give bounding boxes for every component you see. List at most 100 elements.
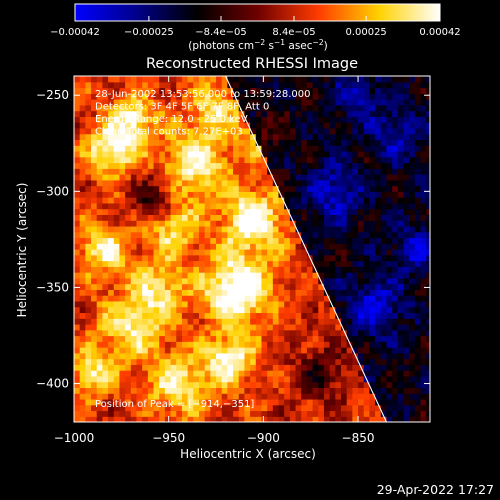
heatmap-cell	[102, 283, 109, 290]
heatmap-cell	[267, 416, 274, 422]
heatmap-cell	[335, 347, 342, 354]
heatmap-cell	[181, 139, 189, 146]
heatmap-cell	[176, 306, 183, 314]
heatmap-cell	[426, 295, 430, 302]
heatmap-cell	[85, 398, 92, 406]
heatmap-cell	[210, 410, 217, 417]
heatmap-cell	[380, 116, 388, 123]
heatmap-cell	[216, 156, 223, 164]
heatmap-cell	[255, 139, 263, 146]
heatmap-cell	[380, 197, 388, 204]
heatmap-cell	[233, 191, 240, 198]
heatmap-cell	[164, 410, 172, 417]
heatmap-cell	[198, 116, 206, 123]
heatmap-cell	[306, 150, 314, 158]
heatmap-cell	[261, 81, 268, 89]
heatmap-cell	[130, 318, 138, 325]
heatmap-cell	[238, 156, 246, 164]
heatmap-cell	[85, 370, 92, 377]
heatmap-cell	[142, 398, 149, 406]
heatmap-cell	[272, 249, 280, 256]
heatmap-cell	[369, 364, 376, 371]
heatmap-cell	[136, 116, 143, 123]
heatmap-cell	[306, 283, 314, 290]
heatmap-cell	[147, 133, 155, 141]
heatmap-cell	[198, 104, 206, 112]
heatmap-cell	[147, 202, 155, 210]
heatmap-cell	[272, 156, 280, 164]
heatmap-cell	[318, 249, 325, 256]
heatmap-cell	[142, 410, 149, 417]
heatmap-cell	[159, 375, 166, 383]
heatmap-cell	[204, 225, 211, 233]
heatmap-cell	[358, 341, 365, 348]
heatmap-cell	[386, 306, 393, 314]
heatmap-cell	[210, 393, 217, 400]
heatmap-cell	[420, 347, 427, 354]
heatmap-cell	[170, 272, 177, 279]
heatmap-cell	[159, 214, 166, 221]
heatmap-cell	[323, 110, 331, 117]
heatmap-cell	[176, 277, 183, 285]
heatmap-cell	[403, 341, 410, 348]
heatmap-cell	[250, 416, 257, 422]
heatmap-cell	[267, 231, 274, 239]
heatmap-cell	[108, 156, 115, 164]
heatmap-cell	[380, 381, 388, 388]
heatmap-cell	[96, 179, 104, 187]
heatmap-cell	[323, 375, 331, 383]
heatmap-cell	[113, 168, 121, 175]
heatmap-cell	[227, 323, 234, 331]
heatmap-cell	[392, 81, 399, 89]
heatmap-cell	[113, 197, 121, 204]
heatmap-cell	[358, 168, 365, 175]
heatmap-cell	[414, 208, 422, 215]
heatmap-cell	[91, 295, 98, 302]
heatmap-cell	[238, 393, 246, 400]
heatmap-cell	[306, 289, 314, 296]
heatmap-cell	[204, 381, 211, 388]
heatmap-cell	[272, 375, 280, 383]
heatmap-cell	[79, 110, 86, 117]
heatmap-cell	[346, 208, 353, 215]
heatmap-cell	[176, 254, 183, 262]
heatmap-cell	[147, 225, 155, 233]
heatmap-cell	[91, 404, 98, 412]
heatmap-cell	[420, 398, 427, 406]
heatmap-cell	[363, 404, 371, 412]
heatmap-cell	[335, 398, 342, 406]
heatmap-cell	[198, 185, 206, 192]
heatmap-cell	[397, 231, 405, 239]
heatmap-cell	[397, 179, 405, 187]
heatmap-cell	[170, 214, 177, 221]
heatmap-cell	[221, 81, 228, 89]
heatmap-cell	[352, 306, 359, 314]
heatmap-cell	[96, 266, 104, 273]
heatmap-cell	[96, 341, 104, 348]
heatmap-cell	[358, 249, 365, 256]
heatmap-cell	[216, 370, 223, 377]
heatmap-cell	[238, 179, 246, 187]
heatmap-cell	[170, 237, 177, 244]
heatmap-cell	[79, 277, 86, 285]
heatmap-cell	[198, 243, 206, 250]
heatmap-cell	[375, 352, 382, 360]
heatmap-cell	[142, 370, 149, 377]
heatmap-cell	[341, 300, 348, 308]
heatmap-cell	[312, 110, 319, 117]
heatmap-cell	[375, 197, 382, 204]
heatmap-cell	[329, 335, 336, 342]
heatmap-cell	[369, 185, 376, 192]
heatmap-cell	[420, 266, 427, 273]
heatmap-cell	[113, 127, 121, 135]
heatmap-cell	[193, 139, 200, 146]
heatmap-cell	[341, 364, 348, 371]
heatmap-cell	[136, 249, 143, 256]
heatmap-cell	[153, 352, 160, 360]
heatmap-cell	[420, 352, 427, 360]
heatmap-cell	[375, 358, 382, 365]
heatmap-cell	[323, 398, 331, 406]
heatmap-cell	[392, 393, 399, 400]
heatmap-cell	[261, 168, 268, 175]
heatmap-cell	[306, 398, 314, 406]
